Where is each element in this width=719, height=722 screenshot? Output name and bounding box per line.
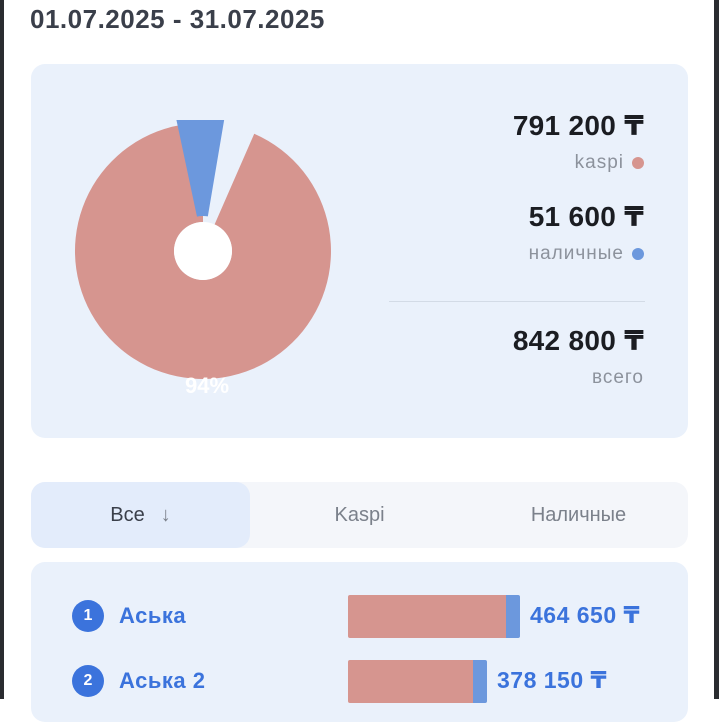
cash-amount: 51 600 ₸ <box>528 201 644 232</box>
kaspi-label: kaspi <box>574 152 624 173</box>
payment-summary-card: 94% 791 200 ₸ kaspi 51 600 ₸ наличные 84… <box>31 64 688 438</box>
tab-all-label: Все <box>110 503 145 526</box>
cash-legend-dot <box>632 248 644 260</box>
revenue-bar <box>348 595 520 638</box>
tab-kaspi[interactable]: Kaspi <box>250 482 469 548</box>
date-range[interactable]: 01.07.2025 - 31.07.2025 <box>30 4 325 34</box>
total-stat: 842 800 ₸ всего <box>513 324 644 389</box>
revenue-bar <box>348 660 487 703</box>
employee-amount: 464 650 ₸ <box>530 602 641 628</box>
tab-kaspi-label: Kaspi <box>334 503 385 526</box>
tab-cash-label: Наличные <box>530 503 627 526</box>
window-left-edge <box>0 0 4 699</box>
list-item[interactable]: 2 Аська 2 378 150 ₸ <box>31 657 688 703</box>
revenue-bar-cap <box>473 660 487 703</box>
payment-donut-chart: 94% <box>73 120 333 398</box>
employee-amount: 378 150 ₸ <box>497 667 608 693</box>
tab-cash[interactable]: Наличные <box>469 482 688 548</box>
tab-all[interactable]: Все ↓ <box>31 482 250 548</box>
cash-slice[interactable] <box>176 120 225 217</box>
employee-ranking-list: 1 Аська 464 650 ₸ 2 Аська 2 378 150 ₸ <box>31 562 688 722</box>
employee-name: Аська 2 <box>119 668 206 693</box>
arrow-down-icon: ↓ <box>160 503 171 526</box>
window-right-edge <box>714 0 719 699</box>
payment-filter-tabs: Все ↓ Kaspi Наличные <box>31 482 688 548</box>
donut-hole <box>174 222 232 280</box>
donut-percent-label: 94% <box>185 373 230 398</box>
rank-badge: 1 <box>72 600 104 632</box>
kaspi-legend-dot <box>632 157 644 169</box>
total-amount: 842 800 ₸ <box>512 325 644 356</box>
list-item[interactable]: 1 Аська 464 650 ₸ <box>31 592 688 638</box>
revenue-bar-fill <box>348 660 473 703</box>
revenue-bar-cap <box>506 595 520 638</box>
rank-badge: 2 <box>72 665 104 697</box>
kaspi-amount: 791 200 ₸ <box>512 110 644 141</box>
employee-name: Аська <box>119 603 187 628</box>
summary-divider <box>389 301 645 302</box>
cash-stat: 51 600 ₸ наличные <box>529 200 644 265</box>
total-label: всего <box>591 367 644 388</box>
cash-label: наличные <box>528 243 624 264</box>
revenue-bar-fill <box>348 595 506 638</box>
kaspi-slice[interactable] <box>74 123 331 379</box>
kaspi-stat: 791 200 ₸ kaspi <box>513 109 644 174</box>
